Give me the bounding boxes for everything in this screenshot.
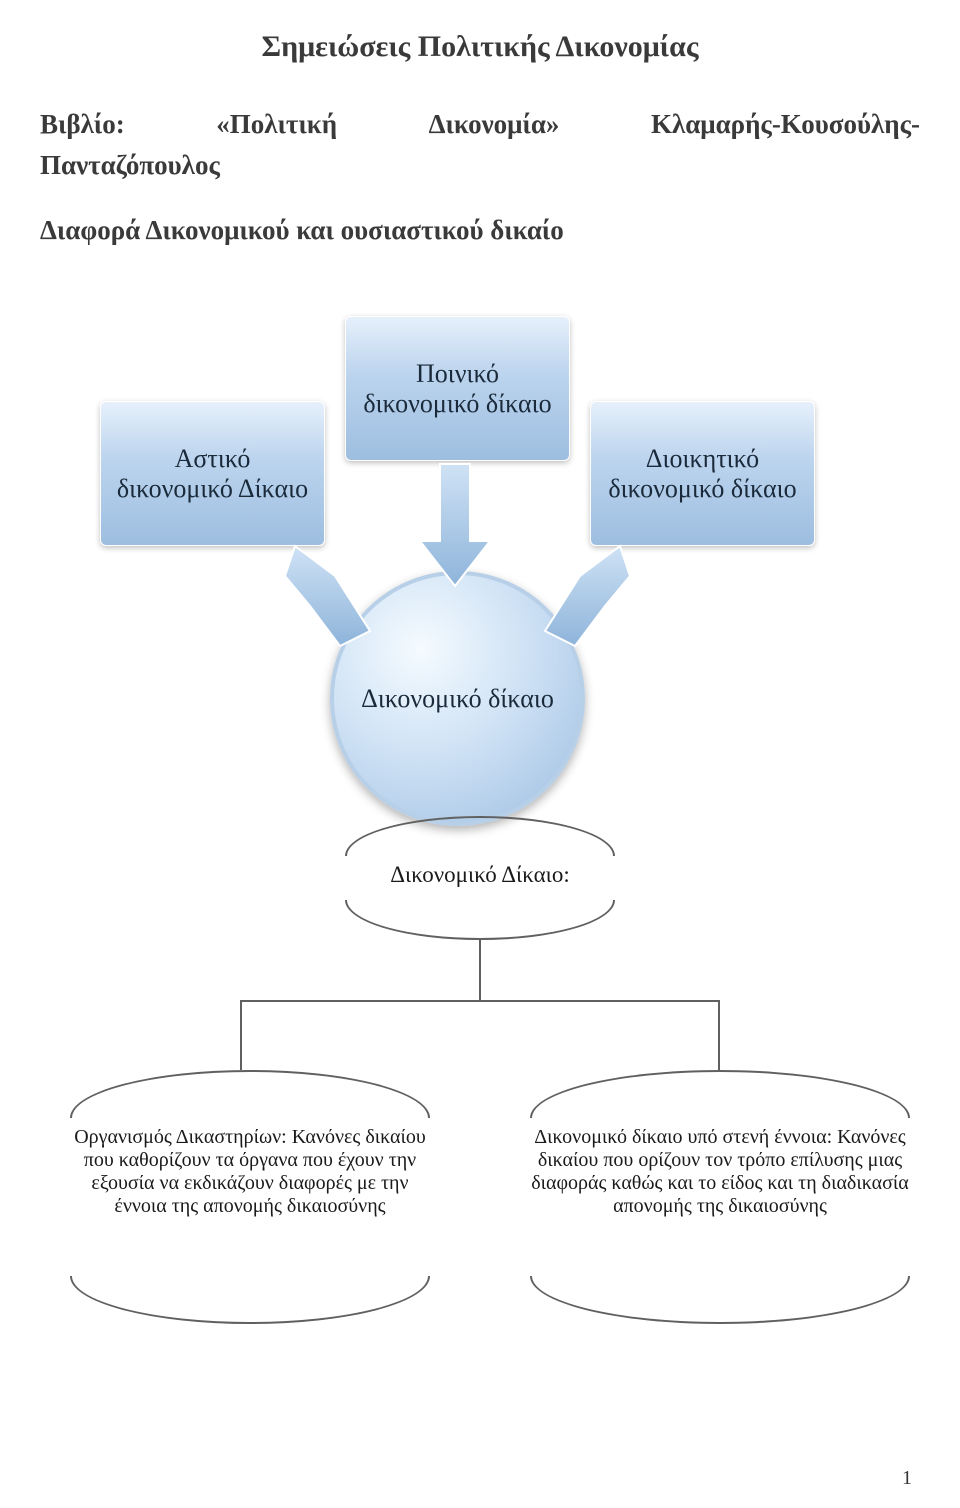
root-label: Δικονομικό Δίκαιο: [40, 862, 920, 888]
leaf-right-arc-bottom [530, 1276, 910, 1324]
root-arc-bottom [345, 900, 615, 940]
connector-right [718, 1000, 720, 1070]
connector-left [240, 1000, 242, 1070]
book-name-1: «Πολιτική [216, 104, 337, 145]
connector-horizontal [240, 1000, 720, 1002]
diagram-procedural-law-definition: Δικονομικό Δίκαιο: Οργανισμός Δικαστηρίω… [40, 816, 920, 1396]
root-arc-top [345, 816, 615, 856]
leaf-right-arc-top [530, 1070, 910, 1118]
book-citation: Βιβλίο: «Πολιτική Δικονομία» Κλαμαρής-Κο… [40, 104, 920, 185]
leaf-left-arc-top [70, 1070, 430, 1118]
book-authors-1: Κλαμαρής-Κουσούλης- [651, 104, 920, 145]
book-name-2: Δικονομία» [429, 104, 560, 145]
leaf-left-arc-bottom [70, 1276, 430, 1324]
book-authors-2: Πανταζόπουλος [40, 145, 920, 186]
leaf-right-text: Δικονομικό δίκαιο υπό στενή έννοια: Κανό… [530, 1126, 910, 1218]
arrows-icon [40, 286, 920, 826]
diagram-procedural-law-types: Αστικό δικονομικό Δίκαιο Ποινικό δικονομ… [40, 286, 920, 806]
page-title: Σημειώσεις Πολιτικής Δικονομίας [40, 30, 920, 64]
section-heading: Διαφορά Δικονομικού και ουσιαστικού δικα… [40, 215, 920, 246]
connector-vertical [479, 940, 481, 1000]
book-label: Βιβλίο: [40, 104, 125, 145]
leaf-left-text: Οργανισμός Δικαστηρίων: Κανόνες δικαίου … [70, 1126, 430, 1218]
page-number: 1 [902, 1467, 912, 1490]
